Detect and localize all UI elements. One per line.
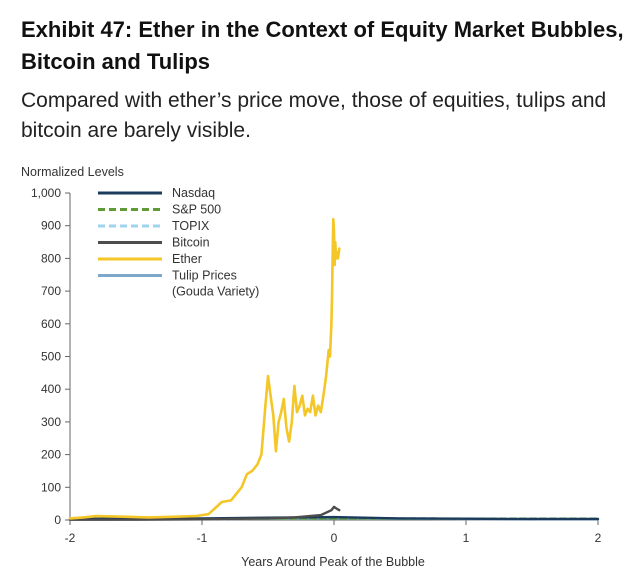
y-axis-label: Normalized Levels	[21, 165, 124, 179]
x-tick-label: -2	[65, 531, 76, 545]
legend-label-line: Bitcoin	[172, 236, 210, 250]
series-line-bitcoin	[68, 505, 341, 521]
legend-label-line: TOPIX	[172, 219, 210, 233]
x-tick-label: 0	[331, 531, 338, 545]
y-tick-label: 500	[41, 350, 61, 364]
series-line-ether	[68, 217, 341, 520]
x-axis-label: Years Around Peak of the Bubble	[241, 555, 425, 569]
legend-label: Ether	[172, 252, 202, 266]
legend-label: Bitcoin	[172, 236, 210, 250]
legend-label-line: Nasdaq	[172, 186, 215, 200]
legend: Nasdaq S&P 500 TOPIX Bitcoin Ether Tulip Pric…	[98, 186, 259, 299]
legend-label: S&P 500	[172, 203, 221, 217]
x-tick-label: 1	[463, 531, 470, 545]
legend-label: Tulip Prices (Gouda Variety)	[172, 269, 259, 299]
legend-label-line: S&P 500	[172, 203, 221, 217]
legend-label-line: Tulip Prices	[172, 269, 237, 283]
series-layer	[68, 217, 600, 521]
chart-subtitle: Compared with ether’s price move, those …	[21, 89, 607, 142]
y-tick-label: 100	[41, 480, 61, 494]
y-tick-label: 900	[41, 219, 61, 233]
axes: 0 100 200 300 400 500 600 700 800 900 1,000 -2 -1 0 1 2	[31, 186, 602, 545]
x-tick-label: 2	[595, 531, 602, 545]
legend-label-line: Ether	[172, 252, 202, 266]
y-tick-label: 1,000	[31, 186, 61, 200]
y-tick-label: 0	[54, 513, 61, 527]
legend-label: Nasdaq	[172, 186, 215, 200]
y-tick-label: 800	[41, 251, 61, 265]
y-tick-label: 700	[41, 284, 61, 298]
y-tick-label: 600	[41, 317, 61, 331]
chart-title: Exhibit 47: Ether in the Context of Equi…	[21, 17, 624, 74]
x-tick-label: -1	[197, 531, 208, 545]
y-tick-label: 200	[41, 448, 61, 462]
y-tick-label: 300	[41, 415, 61, 429]
legend-label: TOPIX	[172, 219, 210, 233]
legend-label-line: (Gouda Variety)	[172, 285, 259, 299]
y-tick-label: 400	[41, 382, 61, 396]
